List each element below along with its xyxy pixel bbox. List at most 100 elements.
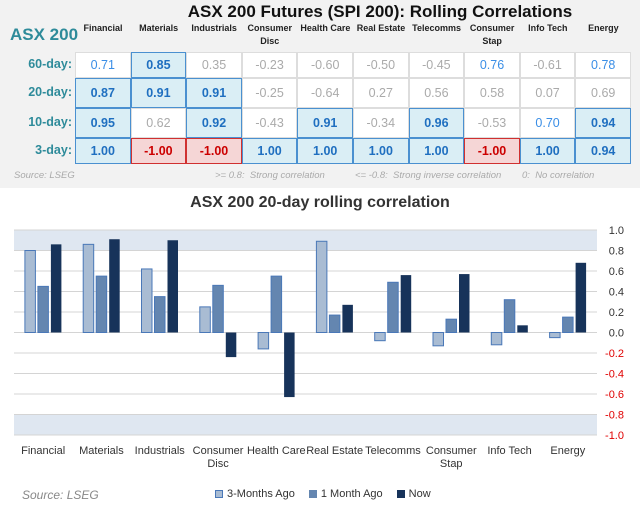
- table-cell: -0.61: [519, 52, 576, 78]
- bar: [109, 239, 120, 333]
- table-cell: -0.53: [464, 108, 520, 138]
- table-cell: 0.35: [186, 52, 242, 78]
- bar: [459, 274, 470, 333]
- bar: [212, 284, 224, 333]
- y-tick-label: -0.8: [605, 410, 624, 422]
- table-cell: 0.07: [519, 78, 576, 108]
- table-cell: 0.91: [297, 108, 353, 138]
- column-header: Consumer Disc: [247, 23, 293, 46]
- bar: [328, 314, 341, 333]
- table-cell: 1.00: [75, 138, 131, 164]
- bar: [199, 306, 211, 333]
- chart-source: Source: LSEG: [22, 488, 99, 502]
- table-cell: -0.50: [353, 52, 409, 78]
- table-cell: 0.69: [575, 78, 631, 108]
- table-cell: 1.00: [353, 138, 409, 164]
- table-cell: 0.87: [75, 78, 131, 108]
- row-label: 10-day:: [28, 115, 72, 129]
- chart-title: ASX 200 20-day rolling correlation: [190, 194, 450, 211]
- bar: [387, 281, 399, 333]
- y-tick-label: 0.6: [609, 266, 624, 278]
- legend-label: Now: [408, 488, 431, 500]
- legend-item-1-month: 1 Month Ago: [308, 488, 383, 500]
- table-cell: -0.25: [241, 78, 298, 108]
- table-title: ASX 200 Futures (SPI 200): Rolling Corre…: [187, 2, 573, 21]
- column-header: Industrials: [191, 23, 237, 33]
- table-cell: -1.00: [130, 138, 187, 164]
- bar: [257, 332, 270, 350]
- y-tick-label: -0.2: [605, 348, 624, 360]
- table-cell: 0.91: [186, 78, 242, 108]
- table-cell: 0.71: [75, 52, 131, 78]
- legend-swatch: [215, 490, 223, 498]
- table-cell: 1.00: [408, 138, 465, 164]
- bar: [490, 332, 503, 346]
- column-header: Info Tech: [528, 23, 568, 33]
- bar: [575, 262, 587, 333]
- bar: [284, 332, 295, 398]
- x-tick-label: Info Tech: [487, 445, 531, 457]
- legend-item-3-months: 3-Months Ago: [215, 488, 295, 500]
- x-tick-label: Consumer Disc: [193, 445, 244, 470]
- bar: [24, 250, 36, 333]
- table-cell: 0.58: [464, 78, 520, 108]
- y-tick-label: -0.6: [605, 389, 624, 401]
- bar: [503, 299, 516, 333]
- bar: [445, 318, 457, 334]
- table-cell: 0.91: [130, 78, 187, 108]
- table-cell: 1.00: [241, 138, 298, 164]
- y-tick-label: 0.0: [609, 328, 624, 340]
- bar: [270, 275, 283, 333]
- y-tick-label: -0.4: [605, 369, 624, 381]
- table-cell: 0.78: [575, 52, 631, 78]
- y-tick-label: 1.0: [609, 225, 624, 237]
- column-header: Financial: [83, 23, 123, 33]
- bar: [374, 332, 386, 342]
- table-cell: 0.56: [408, 78, 465, 108]
- bar: [50, 244, 62, 333]
- legend-swatch: [396, 490, 405, 498]
- legend-swatch: [308, 490, 317, 498]
- column-header: Health Care: [300, 23, 351, 33]
- table-cell: -0.64: [297, 78, 353, 108]
- bar: [517, 325, 528, 333]
- legend-inverse: <= -0.8: Strong inverse correlation: [355, 170, 502, 181]
- table-cell: -1.00: [464, 138, 520, 164]
- x-tick-label: Industrials: [135, 445, 186, 457]
- row-label: 60-day:: [28, 57, 72, 71]
- table-cell: 0.85: [130, 52, 187, 78]
- column-header: Real Estate: [356, 23, 406, 33]
- bar: [82, 243, 95, 333]
- bar: [400, 275, 412, 333]
- table-cell: -0.23: [241, 52, 298, 78]
- x-tick-label: Health Care: [247, 445, 306, 457]
- bar: [549, 332, 561, 339]
- y-tick-label: -1.0: [605, 430, 624, 442]
- x-tick-label: Real Estate: [306, 445, 363, 457]
- table-cell: 0.94: [575, 108, 631, 138]
- table-cell: -0.43: [241, 108, 298, 138]
- y-tick-label: 0.2: [609, 307, 624, 319]
- column-header: Materials: [139, 23, 179, 33]
- table-cell: 0.95: [75, 108, 131, 138]
- index-label: ASX 200: [10, 25, 79, 44]
- bar: [562, 316, 574, 333]
- bar: [167, 240, 178, 333]
- y-tick-label: 0.8: [609, 246, 624, 258]
- table-source: Source: LSEG: [14, 170, 75, 181]
- bar-chart-panel: 1.0 0.8 0.6 0.4 0.2 0.0 -0.2 -0.4 -0.6 -0.8 -1.0 Fi…: [0, 188, 640, 513]
- table-cell: 0.76: [464, 52, 520, 78]
- table-cell: 1.00: [297, 138, 353, 164]
- bar-chart: 1.0 0.8 0.6 0.4 0.2 0.0 -0.2 -0.4 -0.6 -0.8 -1.0 Fi…: [14, 225, 624, 470]
- table-cell: -0.45: [408, 52, 465, 78]
- table-cell: 0.70: [519, 108, 576, 138]
- x-tick-label: Telecomms: [365, 445, 421, 457]
- table-cell: 0.27: [353, 78, 409, 108]
- row-label: 3-day:: [35, 143, 72, 157]
- x-tick-label: Financial: [21, 445, 65, 457]
- legend-item-now: Now: [396, 488, 431, 500]
- column-header: Energy: [588, 23, 619, 33]
- x-tick-label: Materials: [79, 445, 124, 457]
- table-cell: 1.00: [519, 138, 576, 164]
- table-cell: 0.96: [408, 108, 465, 138]
